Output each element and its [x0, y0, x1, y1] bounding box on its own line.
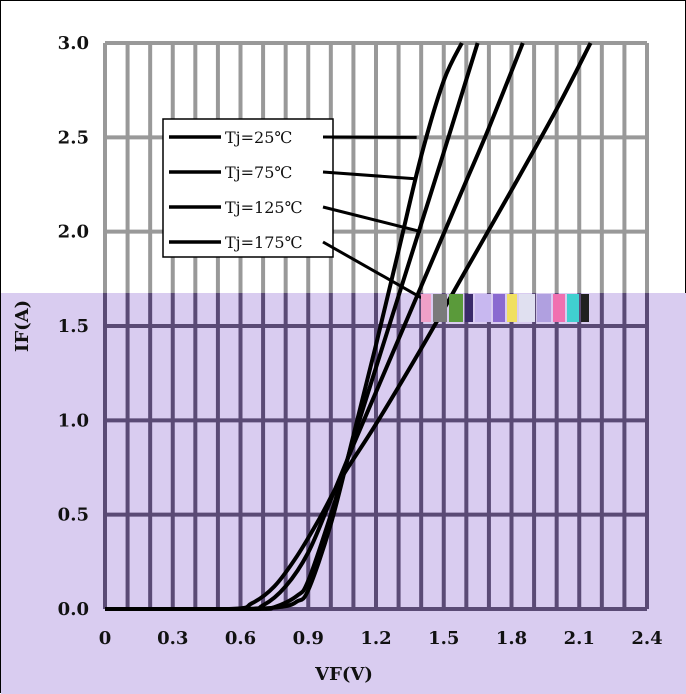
- x-tick-label: 1.5: [428, 628, 459, 649]
- y-axis-label: IF(A): [12, 300, 33, 352]
- x-tick-label: 2.4: [631, 628, 662, 649]
- y-tick-label: 2.5: [58, 127, 89, 148]
- x-tick-label: 2.1: [564, 628, 595, 649]
- legend-label: Tj=175℃: [225, 233, 302, 252]
- legend-leader-line: [323, 172, 417, 179]
- y-tick-label: 0.0: [58, 599, 89, 620]
- x-axis-label: VF(V): [314, 664, 373, 685]
- x-tick-label: 1.8: [496, 628, 527, 649]
- legend-label: Tj=125℃: [225, 198, 302, 217]
- y-tick-label: 0.5: [58, 505, 89, 526]
- x-tick-label: 1.2: [360, 628, 391, 649]
- y-tick-label: 1.0: [58, 410, 89, 431]
- legend-label: Tj=75℃: [225, 163, 292, 182]
- noise-artifact: [421, 294, 589, 322]
- x-tick-label: 0.9: [293, 628, 324, 649]
- x-tick-label: 0.6: [225, 628, 256, 649]
- y-tick-label: 1.5: [58, 316, 89, 337]
- y-tick-label: 3.0: [58, 33, 89, 54]
- legend-label: Tj=25℃: [225, 128, 292, 147]
- y-tick-label: 2.0: [58, 222, 89, 243]
- x-tick-label: 0.3: [157, 628, 188, 649]
- x-tick-label: 0: [99, 628, 112, 649]
- legend: Tj=25℃ Tj=75℃ Tj=125℃ Tj=175℃: [163, 119, 421, 298]
